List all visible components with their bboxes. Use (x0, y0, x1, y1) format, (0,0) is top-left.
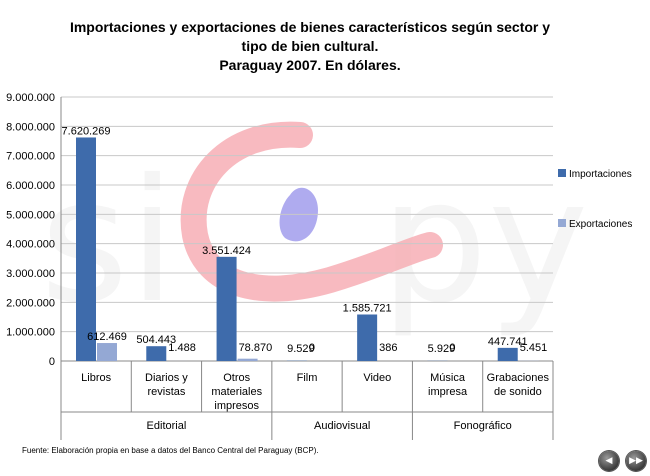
category-label: Música (430, 372, 466, 384)
category-label: Grabaciones (487, 372, 550, 384)
chart-title-line-3: Paraguay 2007. En dólares. (219, 57, 401, 73)
group-label: Fonográfico (454, 420, 512, 432)
y-tick-label: 0 (49, 356, 55, 368)
data-label: 5.451 (520, 342, 548, 354)
y-tick-label: 5.000.000 (6, 209, 55, 221)
arrow-right-icon: ▶▶ (629, 455, 643, 465)
data-label: 9.529 (287, 343, 315, 355)
data-label: 1.488 (168, 342, 196, 354)
data-label: 0 (449, 342, 455, 354)
data-label: 5.929 (428, 343, 456, 355)
y-tick-label: 9.000.000 (6, 92, 55, 104)
source-note: Fuente: Elaboración propia en base a dat… (22, 446, 319, 455)
bar-importaciones-4 (357, 314, 378, 361)
y-tick-label: 2.000.000 (6, 297, 55, 309)
category-label: Otros (223, 372, 250, 384)
bar-importaciones-2 (216, 256, 237, 361)
prev-slide-button[interactable]: ◀ (599, 451, 619, 471)
category-labels: Libros Diarios y revistas Otros materiales im… (81, 372, 549, 432)
category-label: impresa (428, 386, 468, 398)
legend-label: Exportaciones (569, 219, 632, 230)
legend: Importaciones Exportaciones (558, 169, 632, 230)
arrow-left-icon: ◀ (605, 455, 613, 465)
svg-text:si: si (40, 143, 176, 341)
data-label: 7.620.269 (62, 125, 111, 137)
y-tick-label: 8.000.000 (6, 121, 55, 133)
category-label: Film (297, 372, 318, 384)
gridlines (61, 96, 553, 362)
bar-exportaciones-2 (237, 358, 258, 361)
group-label: Audiovisual (314, 420, 370, 432)
next-slide-button[interactable]: ▶▶ (626, 451, 646, 471)
axes: 0 1.000.000 2.000.000 3.000.000 4.000.000 5.0… (6, 92, 554, 440)
category-label: impresos (214, 400, 259, 412)
data-label: 78.870 (239, 342, 273, 354)
chart-title-line-1: Importaciones y exportaciones de bienes … (69, 19, 551, 35)
legend-label: Importaciones (569, 169, 632, 180)
category-label: Libros (81, 372, 111, 384)
chart-title-line-2: tipo de bien cultural. (241, 38, 379, 54)
data-label: 1.585.721 (343, 302, 392, 314)
bar-exportaciones-0 (97, 343, 117, 361)
data-label: 386 (379, 342, 397, 354)
group-label: Editorial (147, 420, 187, 432)
category-label: materiales (211, 386, 262, 398)
sicpy-watermark-logo: si py (40, 121, 589, 341)
data-label: 3.551.424 (202, 245, 251, 257)
y-tick-label: 4.000.000 (6, 239, 55, 251)
legend-swatch-exportaciones (558, 219, 566, 227)
y-tick-label: 1.000.000 (6, 327, 55, 339)
y-tick-label: 7.000.000 (6, 151, 55, 163)
category-label: Video (363, 372, 391, 384)
bar-importaciones-1 (146, 346, 167, 361)
data-label: 0 (309, 342, 315, 354)
category-label: Diarios y (145, 372, 188, 384)
category-label: de sonido (494, 386, 542, 398)
bar-importaciones-6 (497, 347, 518, 361)
y-tick-label: 6.000.000 (6, 180, 55, 192)
legend-swatch-importaciones (558, 169, 566, 177)
bar-importaciones-0 (76, 137, 96, 361)
data-labels: 7.620.269 504.443 3.551.424 9.529 1.585.721 5… (62, 125, 548, 355)
chart-title: Importaciones y exportaciones de bienes … (40, 18, 580, 75)
data-label: 447.741 (488, 336, 528, 348)
category-label: revistas (147, 386, 185, 398)
data-label: 612.469 (87, 331, 127, 343)
bars (76, 137, 539, 361)
y-tick-label: 3.000.000 (6, 268, 55, 280)
data-label: 504.443 (136, 334, 176, 346)
